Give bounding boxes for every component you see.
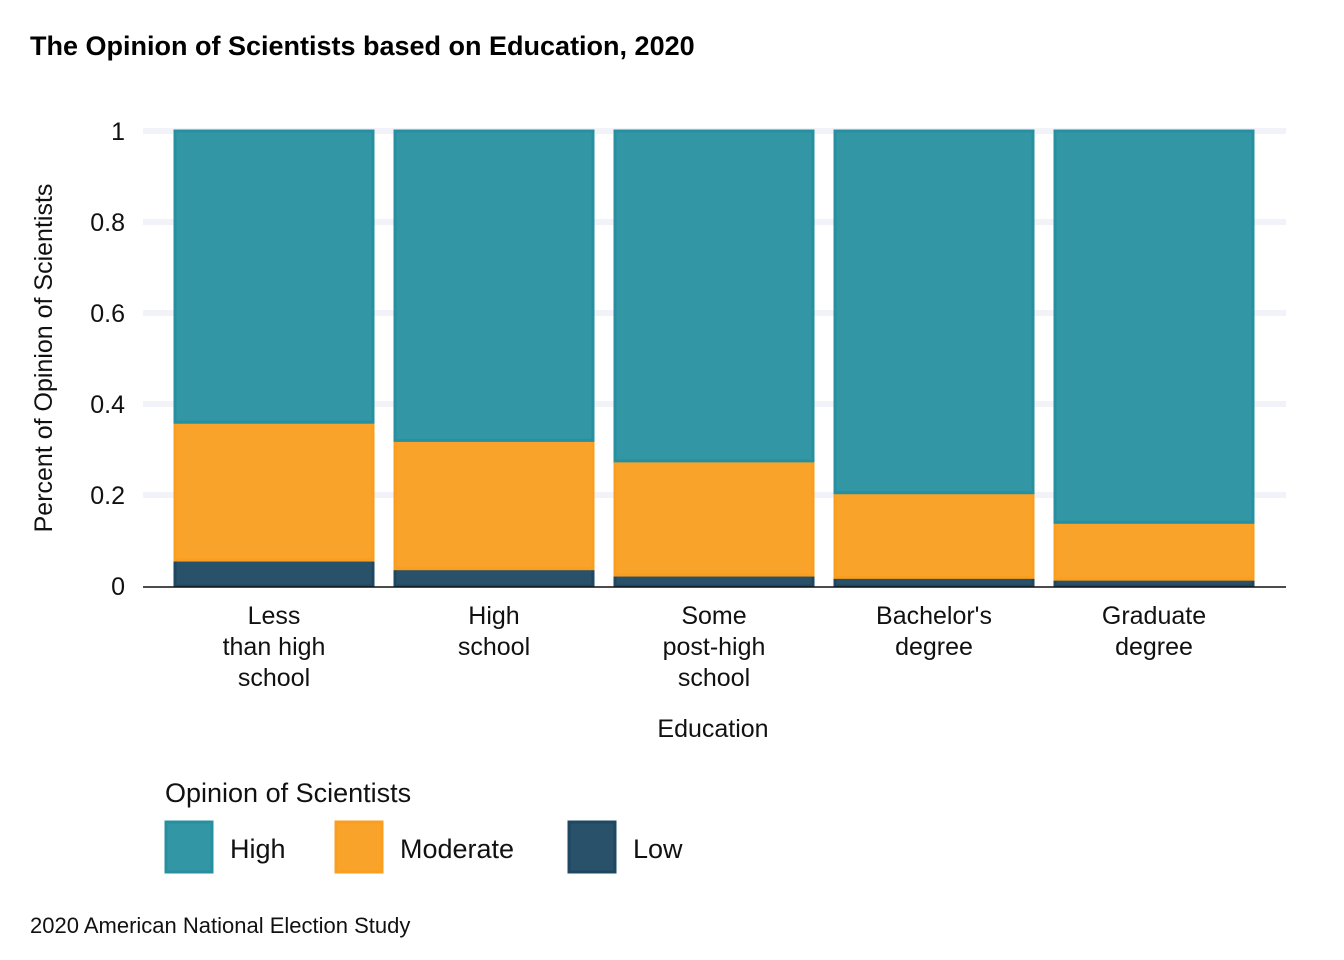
y-tick-label: 0.6 — [90, 300, 125, 328]
x-tick-label: Bachelor's degree — [876, 602, 992, 661]
x-tick-label: Graduate degree — [1102, 602, 1206, 661]
bar-moderate — [393, 438, 595, 571]
y-tick-label: 1 — [111, 118, 125, 146]
legend: Opinion of Scientists High Moderate Low — [164, 778, 683, 874]
bars — [173, 129, 1255, 588]
legend-swatch-moderate — [334, 820, 384, 874]
bar-high — [173, 129, 375, 424]
legend-swatch-high — [164, 820, 214, 874]
bar-high — [393, 129, 595, 442]
y-tick-label: 0.8 — [90, 209, 125, 237]
x-tick-label: Some post-high school — [663, 602, 766, 692]
x-tick-label: High school — [458, 602, 530, 661]
legend-swatch-low — [567, 820, 617, 874]
y-axis-ticks: 0 0.2 0.4 0.6 0.8 1 — [90, 118, 125, 601]
y-axis-title: Percent of Opinion of Scientists — [30, 184, 58, 533]
legend-title: Opinion of Scientists — [165, 778, 411, 808]
bar-high — [833, 129, 1035, 495]
bar-low — [393, 567, 595, 588]
legend-label-high: High — [230, 834, 286, 864]
legend-label-moderate: Moderate — [400, 834, 514, 864]
chart-title: The Opinion of Scientists based on Educa… — [30, 31, 695, 61]
y-tick-label: 0.4 — [90, 391, 125, 419]
bar-low — [173, 558, 375, 588]
bar-high — [613, 129, 815, 463]
bar-moderate — [613, 459, 815, 577]
x-axis-ticks: Less than high school High school Some post-hi… — [223, 602, 1207, 692]
bar-low — [613, 573, 815, 588]
bar-moderate — [833, 491, 1035, 579]
caption: 2020 American National Election Study — [30, 913, 410, 938]
legend-label-low: Low — [633, 834, 683, 864]
x-tick-label: Less than high school — [223, 602, 326, 692]
x-axis-title: Education — [657, 715, 768, 743]
y-tick-label: 0.2 — [90, 482, 125, 510]
y-tick-label: 0 — [111, 573, 125, 601]
bar-high — [1053, 129, 1255, 524]
bar-moderate — [1053, 520, 1255, 581]
bar-moderate — [173, 420, 375, 562]
